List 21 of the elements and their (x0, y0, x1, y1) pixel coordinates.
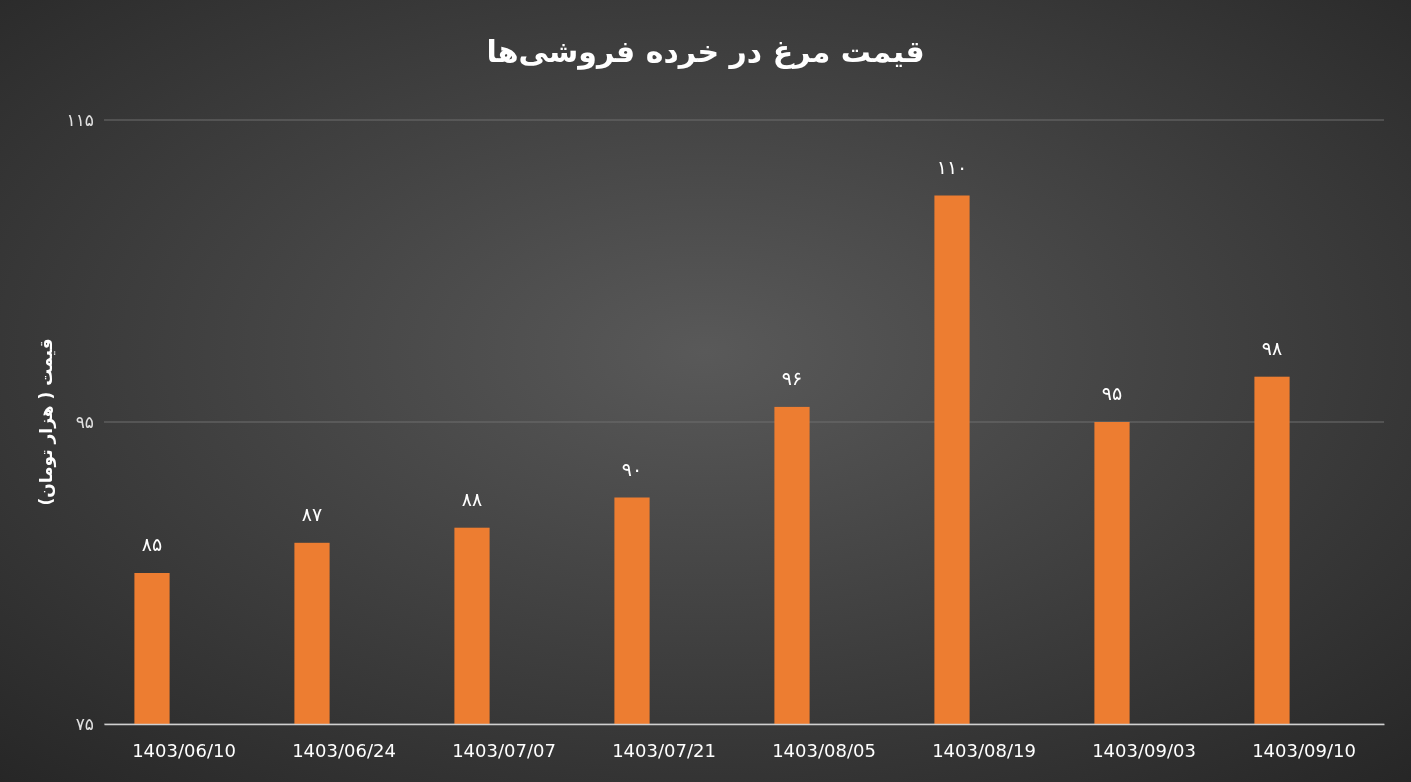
data-label: ۸۵ (141, 533, 163, 555)
y-axis-title: قیمت ( هزار تومان) (36, 338, 57, 506)
x-tick-label: 1403/09/10 (1252, 739, 1356, 761)
data-label: ۱۱۰ (936, 155, 968, 178)
x-tick-label: 1403/06/10 (132, 739, 236, 761)
y-tick-label: ۱۱۵ (66, 109, 94, 130)
y-tick-label: ۹۵ (75, 411, 94, 432)
y-tick-label: ۷۵ (75, 713, 94, 734)
data-label: ۹۰ (621, 457, 643, 480)
data-label: ۹۶ (781, 366, 803, 389)
x-tick-label: 1403/06/24 (292, 739, 396, 761)
data-label: ۸۷ (301, 502, 323, 525)
x-tick-label: 1403/07/21 (612, 739, 716, 761)
data-label: ۹۵ (1101, 382, 1123, 404)
data-label: ۸۸ (461, 487, 483, 510)
x-tick-label: 1403/07/07 (452, 739, 556, 761)
chart-title: قیمت مرغ در خرده فروشی‌ها (486, 34, 925, 70)
x-tick-label: 1403/08/05 (772, 739, 876, 761)
x-tick-label: 1403/08/19 (932, 739, 1036, 761)
data-label: ۹۸ (1261, 336, 1283, 359)
x-tick-label: 1403/09/03 (1092, 739, 1196, 761)
